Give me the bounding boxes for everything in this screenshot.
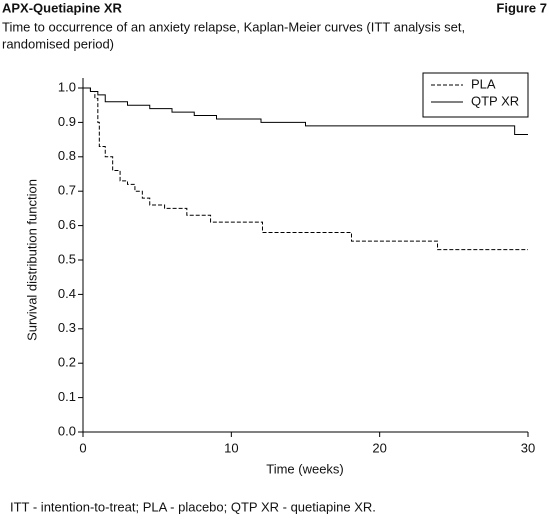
x-tick-label: 20	[372, 440, 386, 455]
legend-box	[422, 72, 529, 118]
y-tick-label: 0.8	[58, 148, 76, 163]
y-tick-label: 0.1	[58, 389, 76, 404]
survival-curve	[83, 87, 528, 251]
x-tick-label: 10	[224, 440, 238, 455]
x-axis-label: Time (weeks)	[266, 461, 344, 476]
y-tick-label: 0.4	[58, 286, 76, 301]
legend-label: QTP XR	[471, 93, 519, 108]
chart-title-line2: randomised period)	[2, 36, 114, 51]
x-tick-label: 30	[521, 440, 535, 455]
footnote: ITT - intention-to-treat; PLA - placebo;…	[10, 499, 376, 514]
y-tick-label: 0.5	[58, 251, 76, 266]
survival-curve	[83, 87, 528, 135]
y-tick-label: 0.6	[58, 217, 76, 232]
y-axis-label: Survival distribution function	[24, 179, 39, 341]
y-tick-label: 0.9	[58, 114, 76, 129]
x-tick-label: 0	[79, 440, 86, 455]
y-tick-label: 1.0	[58, 79, 76, 94]
y-tick-label: 0.3	[58, 320, 76, 335]
y-tick-label: 0.2	[58, 355, 76, 370]
y-tick-label: 0.0	[58, 423, 76, 438]
header: APX-Quetiapine XR	[2, 0, 123, 15]
figure-label: Figure 7	[496, 0, 547, 15]
chart-title: Time to occurrence of an anxiety relapse…	[2, 19, 465, 34]
legend-label: PLA	[471, 76, 496, 91]
y-tick-label: 0.7	[58, 183, 76, 198]
